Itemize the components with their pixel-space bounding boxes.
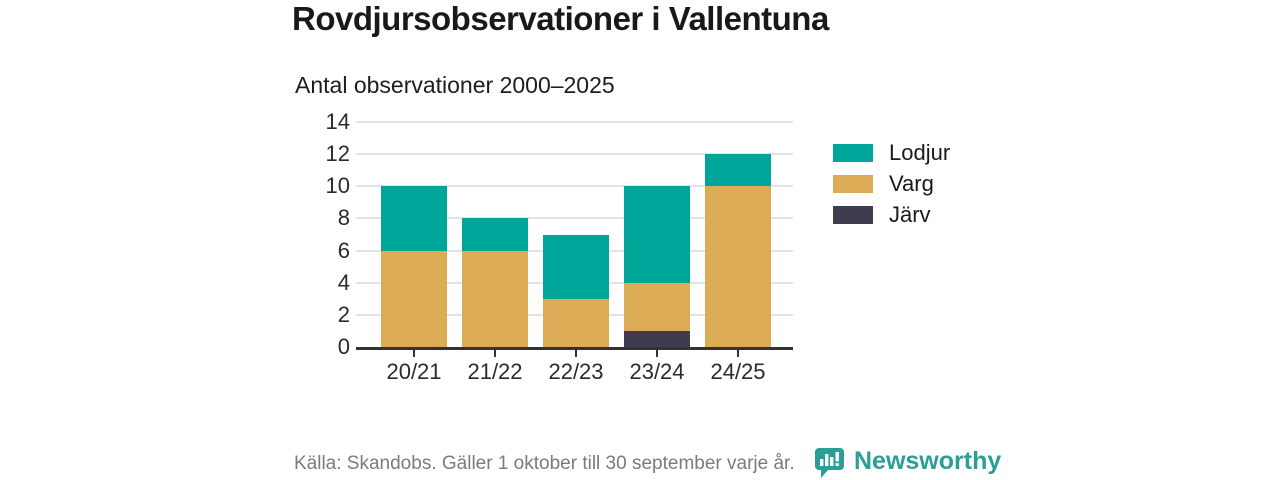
y-tick-label: 6 [337, 237, 350, 263]
x-tick [737, 350, 739, 357]
gridline-y12 [356, 153, 793, 156]
bar-segment-järv-23/24 [624, 330, 690, 347]
x-tick-label: 21/22 [467, 359, 523, 384]
x-tick-label: 24/25 [710, 359, 766, 384]
y-tick-label: 12 [325, 141, 350, 167]
x-tick-label: 20/21 [386, 359, 442, 384]
bar-segment-varg-23/24 [624, 282, 690, 331]
bar-segment-varg-20/21 [381, 250, 447, 347]
legend-item-varg: Varg [833, 173, 934, 195]
gridline-y10 [356, 185, 793, 188]
newsworthy-logo: Newsworthy [814, 447, 1001, 478]
y-tick-label: 8 [337, 205, 350, 231]
x-tick [575, 350, 577, 357]
y-tick-label: 0 [337, 334, 350, 359]
gridline-y8 [356, 217, 793, 220]
chart-title: Rovdjursobservationer i Vallentuna [292, 0, 829, 37]
bar-segment-varg-24/25 [705, 186, 771, 347]
bar-segment-varg-22/23 [543, 298, 609, 347]
chart-subtitle: Antal observationer 2000–2025 [295, 72, 615, 98]
legend-label: Järv [889, 202, 931, 227]
y-tick-label: 10 [325, 173, 350, 199]
bar-segment-lodjur-23/24 [624, 186, 690, 283]
x-axis-line [356, 347, 793, 350]
bar-segment-varg-21/22 [462, 250, 528, 347]
bar-segment-lodjur-24/25 [705, 154, 771, 187]
newsworthy-logo-icon [815, 448, 844, 478]
newsworthy-wordmark: Newsworthy [854, 447, 1002, 475]
bar-segment-lodjur-22/23 [543, 234, 609, 299]
legend-swatch-lodjur [833, 144, 873, 162]
y-tick-label: 2 [337, 301, 350, 327]
x-tick-label: 22/23 [548, 359, 604, 384]
bar-segment-lodjur-21/22 [462, 218, 528, 251]
legend-item-järv: Järv [833, 204, 931, 226]
source-note: Källa: Skandobs. Gäller 1 oktober till 3… [294, 453, 795, 474]
y-tick-label: 14 [325, 109, 350, 134]
x-tick [494, 350, 496, 357]
legend-item-lodjur: Lodjur [833, 142, 950, 164]
legend-label: Lodjur [889, 140, 951, 165]
x-tick [413, 350, 415, 357]
x-tick [656, 350, 658, 357]
x-tick-label: 23/24 [629, 359, 685, 384]
legend-swatch-varg [833, 175, 873, 193]
legend-swatch-järv [833, 206, 873, 224]
gridline-y14 [356, 121, 793, 123]
bar-segment-lodjur-20/21 [381, 186, 447, 251]
legend-label: Varg [889, 171, 934, 196]
y-tick-label: 4 [337, 269, 350, 295]
